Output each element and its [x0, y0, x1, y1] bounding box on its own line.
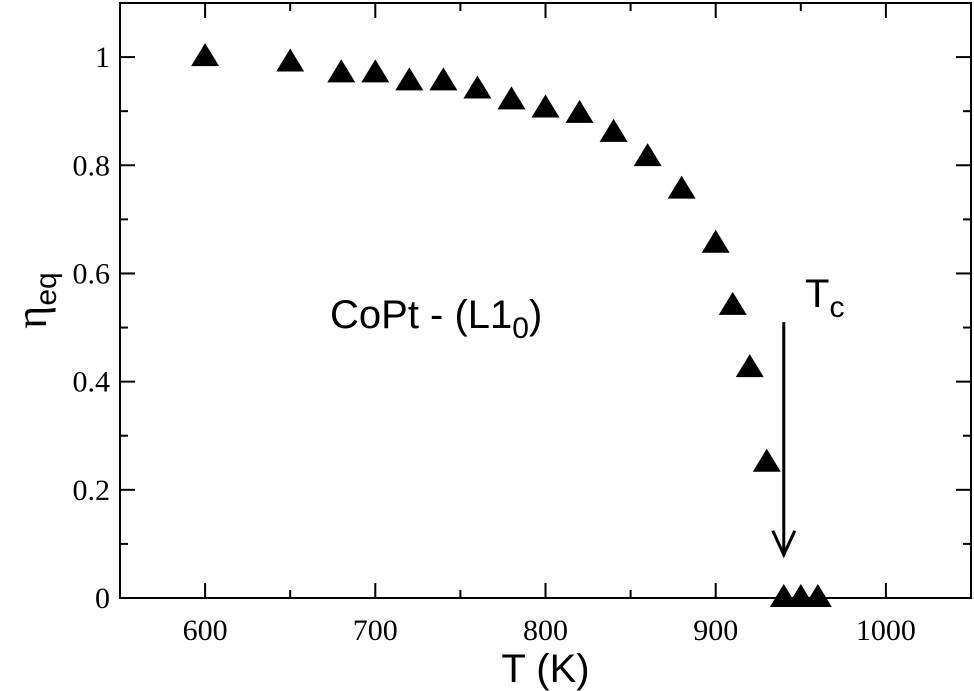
x-axis-label: T (K) — [501, 647, 589, 691]
y-axis-label: ηeq — [7, 272, 63, 328]
data-point — [735, 354, 764, 378]
data-point — [361, 59, 390, 83]
material-annotation-sub: 0 — [512, 312, 529, 345]
y-tick-label: 0 — [95, 582, 110, 615]
y-tick-label: 0.8 — [73, 149, 111, 182]
data-point — [429, 67, 458, 91]
x-tick-label: 700 — [353, 614, 398, 647]
data-point — [191, 43, 220, 67]
data-point — [667, 175, 696, 199]
y-tick-label: 0.4 — [73, 366, 111, 399]
data-point — [565, 99, 594, 123]
data-point — [803, 584, 832, 607]
ticks — [119, 2, 972, 599]
material-annotation: CoPt - (L10) — [330, 293, 542, 345]
data-point — [633, 143, 662, 167]
y-axis-label-main: η — [7, 306, 56, 329]
x-tick-label: 1000 — [856, 614, 916, 647]
data-points — [191, 43, 832, 607]
data-point — [497, 86, 526, 110]
data-point — [276, 48, 305, 72]
data-point — [395, 67, 424, 91]
tc-annotation: Tc — [805, 272, 844, 324]
data-point — [531, 94, 560, 118]
material-annotation-close: ) — [529, 293, 542, 337]
x-tick-label: 800 — [523, 614, 568, 647]
y-tick-label: 0.6 — [73, 257, 111, 290]
x-tick-label: 900 — [693, 614, 738, 647]
tc-arrow-head — [771, 530, 797, 559]
data-point — [327, 59, 356, 83]
data-point — [599, 118, 628, 142]
y-axis-label-sub: eq — [30, 272, 63, 305]
y-tick-label: 0.2 — [73, 474, 111, 507]
tick-labels: 600 700 800 900 1000 0 0.2 0.4 0.6 0.8 1 — [73, 41, 916, 647]
material-annotation-text: CoPt - (L1 — [330, 293, 512, 337]
tc-arrow — [771, 322, 797, 559]
data-point — [463, 75, 492, 99]
data-point — [752, 448, 781, 472]
data-point — [718, 291, 747, 315]
tc-annotation-text: T — [805, 272, 829, 316]
y-tick-label: 1 — [95, 41, 110, 74]
data-point — [701, 229, 730, 253]
x-tick-label: 600 — [183, 614, 228, 647]
tc-annotation-sub: c — [829, 291, 844, 324]
